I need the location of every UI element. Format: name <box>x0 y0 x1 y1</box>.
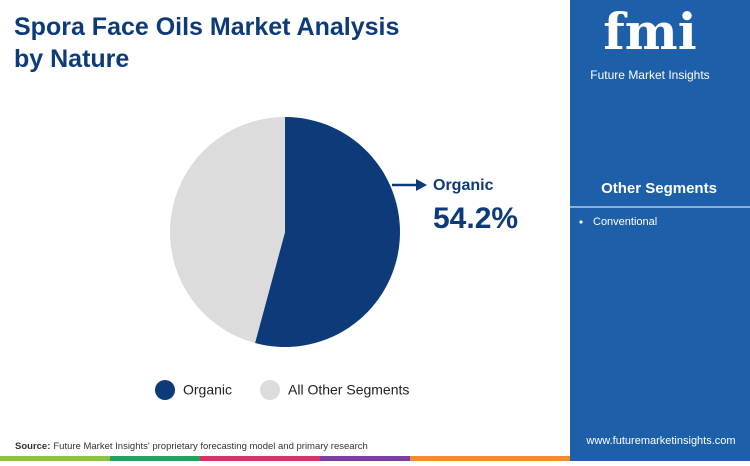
website: www.futuremarketinsights.com <box>585 435 735 447</box>
source-label: Source: <box>15 441 50 452</box>
footer-stripe <box>110 456 200 461</box>
side-panel <box>570 0 750 461</box>
footer-stripe <box>200 456 320 461</box>
source-text: Future Market Insights' proprietary fore… <box>53 441 367 452</box>
source: Source: Future Market Insights' proprieta… <box>15 441 368 452</box>
logo-mark: fmi <box>603 2 696 61</box>
legend-label: Organic <box>183 382 232 398</box>
side-panel-item: Conventional <box>593 216 657 228</box>
pie-slice <box>255 117 400 348</box>
annotation-category: Organic <box>433 177 494 194</box>
footer-stripe <box>0 456 110 461</box>
annotation-arrowhead <box>416 179 427 191</box>
legend-label: All Other Segments <box>288 382 409 398</box>
chart-title: Spora Face Oils Market Analysis by Nature <box>14 13 399 73</box>
pie-slice <box>170 116 285 344</box>
logo-name: Future Market Insights <box>590 68 709 82</box>
side-panel-title: Other Segments <box>601 180 717 197</box>
legend-swatch <box>155 380 175 400</box>
legend-swatch <box>260 380 280 400</box>
footer-stripe <box>410 456 570 461</box>
bullet <box>579 220 583 224</box>
data-label: 54.2% <box>433 202 518 235</box>
footer-stripe <box>320 456 410 461</box>
